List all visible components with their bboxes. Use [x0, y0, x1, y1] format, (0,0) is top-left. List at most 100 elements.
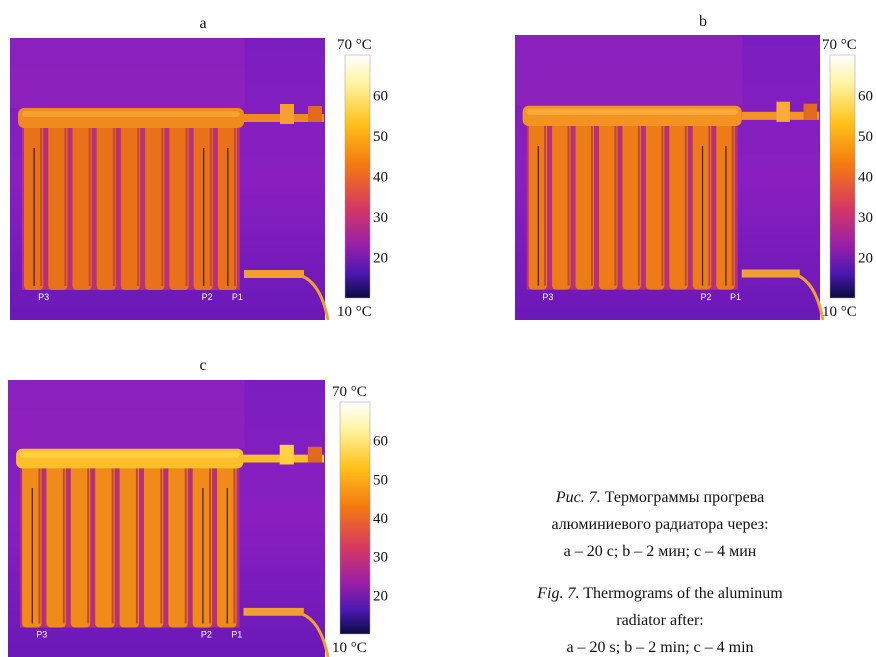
panel-label: c — [199, 357, 206, 374]
valve — [776, 101, 790, 122]
colorbar-tick-label: 20 — [373, 588, 388, 604]
fin-edge — [234, 128, 236, 286]
fin — [143, 460, 164, 628]
fin — [70, 460, 91, 628]
wall-glow — [515, 35, 743, 106]
fin-edge — [614, 125, 617, 286]
fin — [96, 120, 116, 290]
fin-edge — [544, 125, 547, 286]
probe-label: P2 — [202, 292, 213, 302]
thermogram: P3 P2 P1 — [8, 380, 330, 657]
fin — [645, 117, 665, 290]
probe-label: P3 — [38, 292, 49, 302]
panel-label: b — [699, 13, 707, 30]
pipe-bottom — [244, 270, 304, 278]
thermogram: P3 P2 P1 — [515, 35, 825, 321]
caption-line: Рис. 7. Термограммы прогрева — [555, 489, 764, 506]
fin-edge — [87, 468, 90, 624]
pipe-bottom — [243, 607, 304, 616]
fin — [552, 117, 571, 290]
probe-label: P2 — [201, 629, 212, 639]
header-hi — [20, 451, 240, 458]
fin — [169, 120, 189, 290]
probe-label: P1 — [730, 292, 741, 302]
colorbar-tick-label: 10 °C — [332, 640, 367, 656]
colorbar-tick-label: 50 — [373, 472, 388, 488]
fin-edge — [64, 128, 67, 286]
fin-edge — [567, 125, 570, 286]
fin — [575, 117, 594, 290]
colorbar — [339, 401, 371, 635]
fin-edge — [184, 468, 187, 624]
caption-label: Fig. 7. — [536, 585, 579, 602]
colorbar-tick-label: 70 °C — [822, 37, 857, 53]
fin-edge — [88, 128, 91, 286]
fin-edge — [637, 125, 640, 286]
colorbar-tick-label: 30 — [858, 210, 873, 226]
colorbar-tick-label: 10 °C — [822, 304, 857, 320]
colorbar-tick-label: 60 — [858, 89, 873, 105]
colorbar-tick-label: 50 — [858, 129, 873, 145]
fin-edge — [708, 125, 711, 286]
fin — [95, 460, 115, 628]
fin-edge — [137, 128, 140, 286]
fin — [669, 117, 688, 290]
colorbar-tick-label: 70 °C — [337, 37, 372, 53]
panel-label: a — [199, 15, 206, 32]
probe-label: P3 — [542, 292, 553, 302]
caption-line: radiator after: — [616, 612, 704, 629]
header — [16, 448, 244, 469]
probe-label: P1 — [232, 292, 243, 302]
hose — [790, 272, 825, 321]
colorbar-tick-label: 20 — [373, 251, 388, 267]
wall-glow — [10, 38, 245, 108]
caption: Рис. 7. Термограммы прогрева алюминиевого… — [536, 489, 783, 656]
colorbar — [344, 54, 371, 299]
fin — [48, 120, 68, 290]
caption-line: Fig. 7. Thermograms of the aluminum — [536, 585, 783, 602]
caption-line: алюминиевого радиатора через: — [551, 516, 768, 533]
colorbar-tick-label: 40 — [373, 511, 388, 527]
caption-text: Термограммы прогрева — [601, 489, 764, 506]
fin — [46, 460, 66, 628]
hose — [294, 272, 330, 321]
fin — [119, 460, 139, 628]
caption-line: a – 20 с; b – 2 мин; c – 4 мин — [564, 543, 757, 560]
caption-label: Рис. 7. — [555, 489, 601, 506]
fin — [72, 120, 92, 290]
fin — [120, 120, 141, 290]
colorbar-tick-label: 60 — [373, 434, 388, 450]
hose — [294, 610, 330, 657]
valve2 — [308, 106, 322, 122]
valve — [280, 104, 294, 124]
wall-glow — [8, 380, 245, 449]
fin-edge — [38, 468, 41, 624]
probe-label: P3 — [36, 629, 47, 639]
fin-edge — [185, 128, 188, 286]
colorbar-tick-label: 60 — [373, 89, 388, 105]
colorbar — [829, 54, 856, 299]
valve — [279, 444, 294, 465]
colorbar-tick-label: 20 — [858, 251, 873, 267]
fin — [598, 117, 618, 290]
fin-edge — [684, 125, 687, 286]
colorbar-tick-label: 40 — [373, 170, 388, 186]
colorbar-tick-label: 70 °C — [332, 384, 367, 400]
fin-edge — [161, 128, 164, 286]
colorbar-tick-label: 40 — [858, 170, 873, 186]
thermogram: P3 P2 P1 — [10, 38, 330, 321]
probe-label: P1 — [231, 629, 242, 639]
fin-edge — [135, 468, 138, 624]
caption-text: Thermograms of the aluminum — [580, 585, 784, 602]
fin — [622, 117, 641, 290]
fin — [145, 120, 165, 290]
fin-edge — [590, 125, 593, 286]
fin-edge — [112, 128, 115, 286]
probe-label: P2 — [701, 292, 712, 302]
fin-edge — [209, 128, 212, 286]
colorbar-tick-label: 50 — [373, 129, 388, 145]
fin-edge — [233, 468, 236, 624]
fin — [168, 460, 188, 628]
valve2 — [307, 446, 322, 463]
